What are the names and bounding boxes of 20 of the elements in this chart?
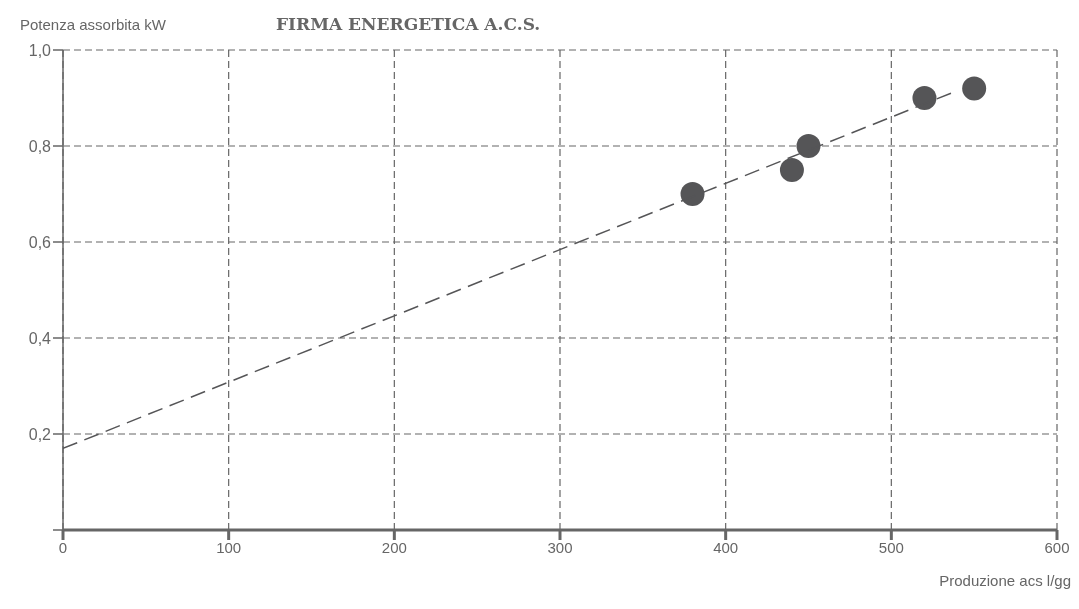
y-tick-label: 0,8 — [28, 137, 52, 155]
chart-title: FIRMA ENERGETICA A.C.S. — [276, 14, 541, 34]
x-tick-label: 200 — [381, 538, 407, 556]
point — [779, 158, 804, 182]
point — [680, 182, 705, 206]
point — [796, 134, 821, 158]
x-tick-label: 300 — [547, 538, 573, 556]
x-tick-label: 400 — [713, 538, 739, 556]
x-axis-title: Produzione acs l/gg — [939, 572, 1071, 589]
y-tick-label: 0,2 — [28, 425, 52, 443]
point — [962, 76, 987, 101]
x-tick-label: 600 — [1044, 538, 1070, 556]
x-tick-label: 0 — [58, 538, 68, 556]
x-tick-label: 100 — [216, 538, 242, 556]
y-tick-label: 0,6 — [28, 233, 52, 251]
x-tick-label: 500 — [878, 538, 904, 556]
y-tick-label: 0,4 — [28, 329, 52, 347]
y-axis-title: Potenza assorbita kW — [20, 16, 166, 33]
point — [912, 86, 937, 110]
y-tick-label: 1,0 — [28, 41, 52, 59]
